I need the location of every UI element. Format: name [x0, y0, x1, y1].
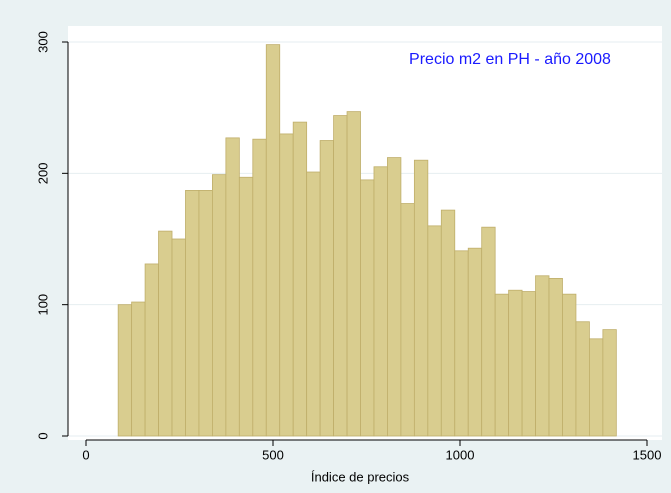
bar [158, 230, 173, 437]
bar [521, 291, 536, 437]
bar [562, 293, 577, 437]
bar [413, 159, 429, 437]
bar [292, 121, 308, 437]
chart-title: Precio m2 en PH - año 2008 [409, 51, 611, 68]
x-tick-label: 500 [262, 447, 284, 462]
bar [117, 304, 133, 437]
bar [602, 329, 617, 437]
bar [265, 44, 281, 437]
bar [400, 203, 415, 437]
bar [185, 190, 200, 437]
bar [360, 179, 375, 437]
bar [548, 277, 563, 437]
y-tick-label: 0 [35, 432, 50, 439]
y-tick-label: 300 [35, 31, 50, 53]
bar [212, 174, 227, 437]
bar [346, 111, 361, 437]
bar [238, 176, 254, 437]
bar [306, 171, 321, 437]
bar [454, 250, 469, 437]
bar [198, 190, 213, 437]
bar [279, 133, 294, 437]
bar [427, 225, 442, 437]
bar [144, 263, 159, 437]
bar [535, 275, 550, 437]
bar [333, 115, 348, 437]
x-tick-label: 1000 [446, 447, 475, 462]
bar [494, 293, 510, 437]
bar [387, 157, 402, 437]
x-tick-label: 0 [82, 447, 89, 462]
bar [575, 321, 590, 437]
bar [319, 140, 334, 437]
bar [373, 166, 388, 437]
bar [589, 338, 604, 437]
y-tick-label: 200 [35, 162, 50, 184]
x-axis-label: Índice de precios [311, 469, 410, 484]
bar [252, 138, 267, 437]
bar [481, 226, 496, 437]
bar [171, 238, 186, 437]
bar [225, 137, 240, 437]
bar [440, 209, 456, 437]
bar [508, 289, 523, 437]
y-tick-label: 100 [35, 294, 50, 316]
bar [131, 301, 146, 437]
x-tick-label: 1500 [633, 447, 662, 462]
bar [467, 247, 483, 437]
